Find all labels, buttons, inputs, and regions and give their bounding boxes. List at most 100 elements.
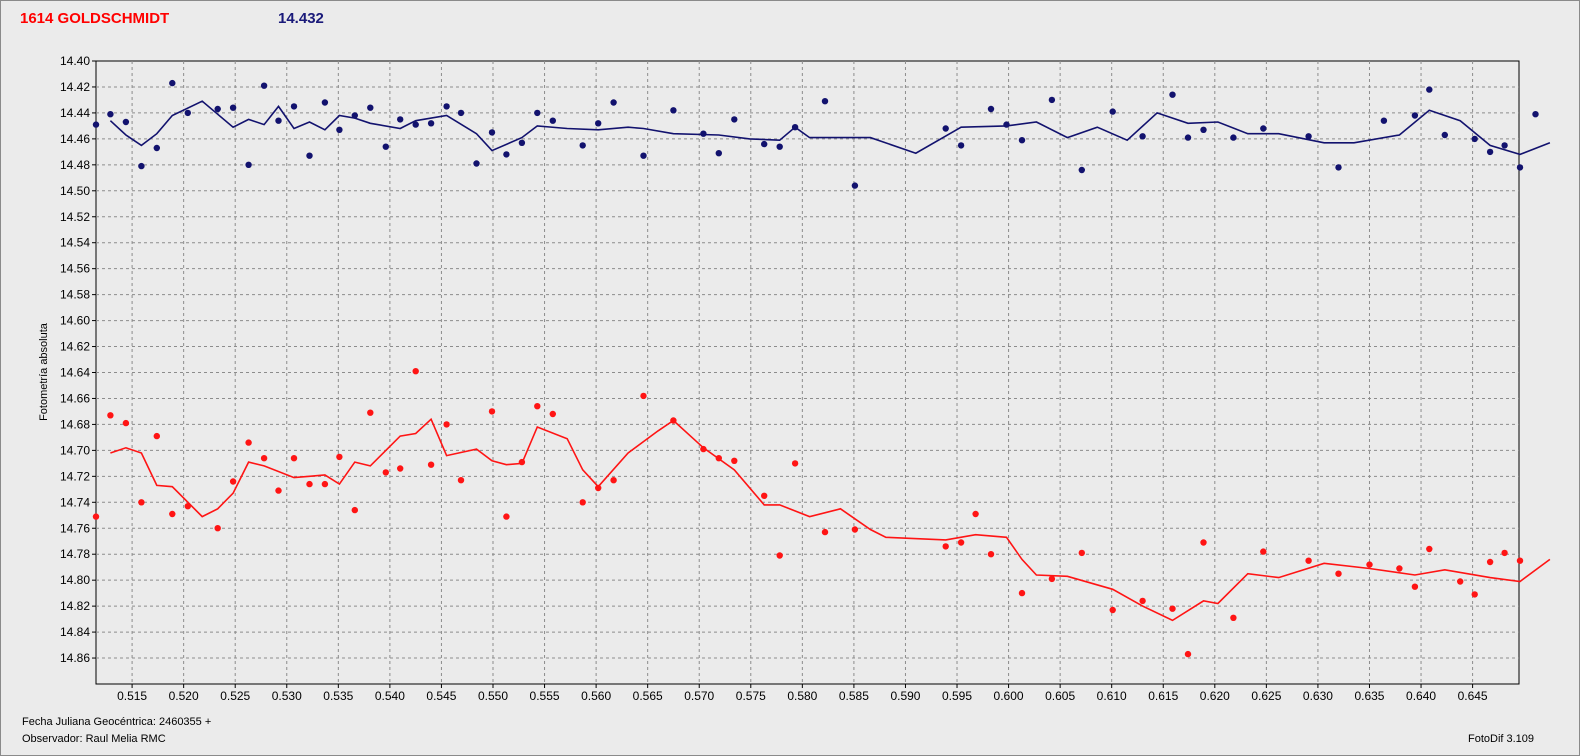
data-point	[595, 484, 602, 492]
data-point	[1471, 591, 1478, 598]
x-tick-label: 0.570	[684, 689, 714, 703]
data-point	[184, 109, 191, 117]
data-point	[1260, 125, 1267, 132]
data-point	[579, 499, 586, 506]
data-point	[367, 409, 374, 416]
data-point	[942, 125, 949, 132]
y-tick-label: 14.74	[60, 495, 90, 509]
data-point	[92, 513, 100, 520]
x-tick-label: 0.595	[942, 689, 972, 703]
data-point	[791, 124, 799, 131]
x-tick-label: 0.530	[272, 689, 302, 703]
data-point	[851, 182, 859, 189]
data-point	[290, 455, 298, 462]
x-tick-label: 0.635	[1354, 689, 1384, 703]
data-point	[1230, 134, 1237, 141]
data-point	[367, 104, 374, 111]
data-point	[214, 525, 221, 532]
data-point	[1169, 91, 1176, 98]
data-point	[443, 421, 450, 428]
data-point	[1305, 557, 1312, 564]
data-point	[1139, 597, 1146, 605]
x-tick-label: 0.520	[169, 689, 199, 703]
x-tick-label: 0.525	[220, 689, 250, 703]
data-point	[1471, 135, 1478, 143]
data-point	[700, 445, 707, 453]
grid-lines	[96, 61, 1519, 684]
data-point	[260, 455, 268, 462]
data-point	[715, 455, 722, 462]
trend-line	[110, 417, 1551, 622]
data-point	[260, 82, 268, 89]
data-point	[1260, 548, 1267, 555]
y-tick-label: 14.60	[60, 314, 90, 328]
data-point	[579, 142, 586, 149]
x-tick-label: 0.600	[994, 689, 1024, 703]
data-point	[229, 478, 237, 485]
data-point	[731, 116, 738, 123]
x-tick-label: 0.585	[839, 689, 869, 703]
data-point	[942, 543, 949, 550]
data-point	[427, 461, 435, 468]
data-point	[275, 487, 282, 494]
data-point	[382, 469, 389, 476]
x-tick-label: 0.540	[375, 689, 405, 703]
data-point	[610, 99, 617, 106]
data-point	[1200, 539, 1207, 546]
data-point	[229, 104, 237, 111]
x-tick-label: 0.550	[478, 689, 508, 703]
data-point	[776, 552, 783, 559]
data-point	[1048, 575, 1056, 583]
data-point	[957, 142, 965, 149]
data-point	[670, 417, 677, 424]
software-version: FotoDif 3.109	[1468, 733, 1535, 745]
data-point	[534, 403, 541, 410]
x-tick-label: 0.645	[1458, 689, 1488, 703]
data-point	[1501, 549, 1508, 557]
data-point	[715, 150, 722, 157]
data-point	[1078, 166, 1086, 174]
series-2	[92, 368, 1551, 658]
data-point	[107, 111, 114, 118]
data-point	[138, 499, 145, 506]
data-point	[1018, 137, 1026, 144]
data-point	[1230, 614, 1237, 621]
data-point	[1184, 650, 1192, 658]
y-tick-label: 14.76	[60, 521, 90, 535]
data-point	[1018, 589, 1026, 597]
data-point	[275, 117, 282, 124]
data-point	[1335, 570, 1342, 577]
data-point	[731, 457, 738, 464]
data-point	[1411, 112, 1419, 119]
data-point	[351, 112, 358, 119]
x-axis-ticks: 0.515 0.520 0.525 0.530 0.535 0.540 0.545 0.550…	[117, 684, 1488, 703]
data-point	[1109, 606, 1116, 614]
data-point	[972, 510, 979, 518]
data-point	[549, 117, 556, 124]
data-point	[821, 98, 829, 105]
data-point	[107, 412, 114, 419]
data-point	[306, 480, 313, 488]
data-point	[1184, 134, 1192, 141]
x-tick-label: 0.565	[633, 689, 663, 703]
data-point	[245, 161, 252, 168]
y-tick-label: 14.44	[60, 106, 90, 120]
data-point	[92, 121, 100, 128]
x-tick-label: 0.610	[1097, 689, 1127, 703]
data-point	[1426, 545, 1433, 553]
x-tick-label: 0.620	[1200, 689, 1230, 703]
data-point	[457, 109, 465, 117]
y-tick-label: 14.42	[60, 80, 90, 94]
x-tick-label: 0.515	[117, 689, 147, 703]
x-tick-label: 0.555	[530, 689, 560, 703]
x-tick-label: 0.580	[787, 689, 817, 703]
data-point	[321, 99, 329, 106]
data-point	[457, 477, 465, 484]
y-tick-label: 14.50	[60, 184, 90, 198]
reference-magnitude: 14.432	[278, 10, 324, 27]
data-point	[336, 126, 343, 133]
data-point	[534, 109, 541, 117]
x-tick-label: 0.630	[1303, 689, 1333, 703]
data-point	[1486, 148, 1494, 156]
